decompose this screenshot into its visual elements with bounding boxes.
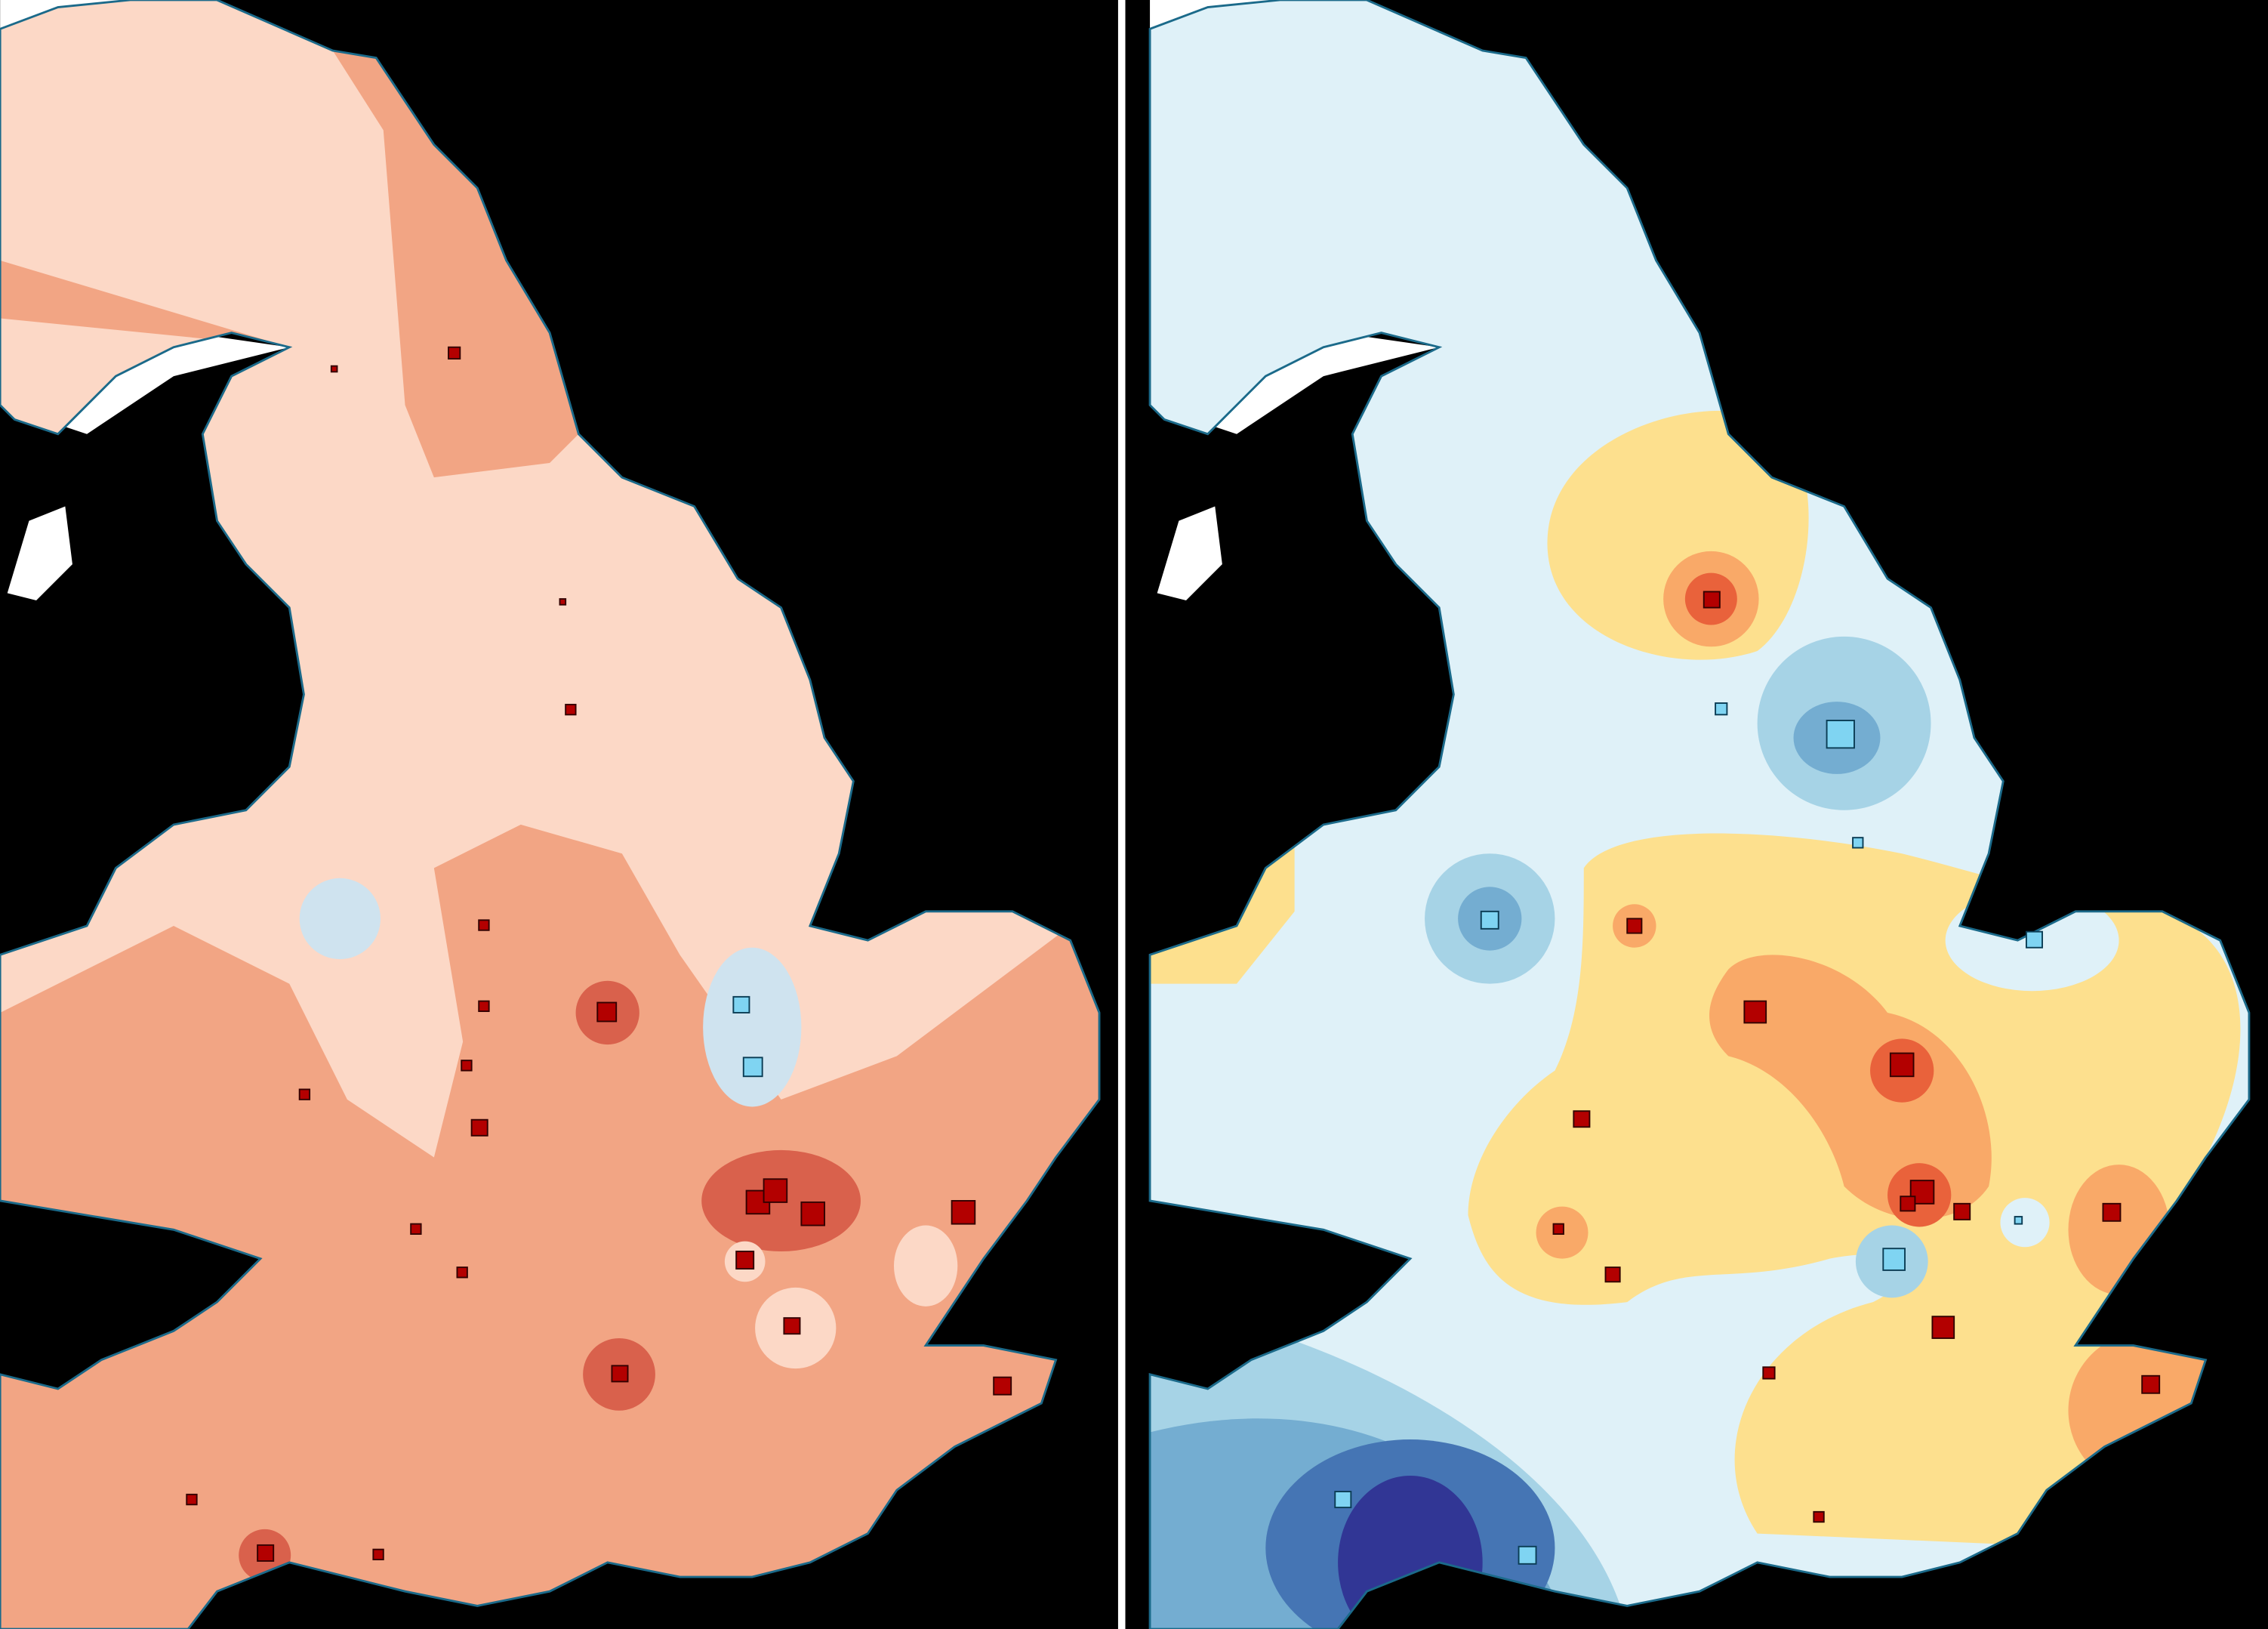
sites: [186, 346, 1012, 1562]
site: [1518, 1545, 1537, 1565]
site: [800, 1201, 826, 1226]
site: [1852, 837, 1864, 849]
site: [742, 1057, 763, 1078]
site: [596, 1001, 618, 1023]
site: [1552, 1223, 1564, 1235]
site: [448, 346, 461, 360]
zone-cool: [299, 878, 381, 960]
panel-divider: [1117, 0, 1126, 1629]
island: [1157, 506, 1222, 600]
site: [1953, 1202, 1971, 1220]
island: [7, 506, 72, 600]
zone-mid: [332, 51, 579, 478]
site: [478, 1000, 490, 1012]
site: [763, 1178, 788, 1203]
site: [1813, 1510, 1825, 1523]
site: [1762, 1366, 1776, 1380]
site: [1931, 1316, 1955, 1339]
zone-cool: [703, 947, 802, 1107]
site: [1889, 1052, 1915, 1078]
site: [611, 1365, 629, 1383]
site: [1626, 918, 1643, 934]
site: [1900, 1196, 1916, 1212]
site: [1703, 591, 1721, 609]
site: [330, 365, 338, 373]
site: [951, 1200, 976, 1225]
site: [1604, 1266, 1621, 1283]
zone-neutral: [2000, 1198, 2050, 1248]
site: [2102, 1202, 2122, 1222]
zone-low: [894, 1225, 958, 1307]
site: [565, 703, 577, 716]
site: [186, 1493, 198, 1506]
site: [1743, 1000, 1767, 1024]
site: [783, 1317, 801, 1335]
site: [1334, 1491, 1352, 1509]
site: [298, 1088, 311, 1100]
site: [478, 919, 490, 931]
site: [1573, 1110, 1591, 1128]
site: [559, 598, 567, 606]
site: [372, 1548, 384, 1561]
site: [456, 1266, 468, 1279]
site: [2141, 1374, 2161, 1394]
site: [732, 995, 750, 1013]
site: [1826, 720, 1855, 749]
site: [410, 1223, 422, 1235]
site: [1480, 910, 1499, 930]
site: [1715, 702, 1728, 716]
zone-mid: [0, 824, 1100, 1629]
site: [461, 1060, 473, 1072]
site: [257, 1544, 275, 1562]
site: [735, 1251, 755, 1270]
site: [993, 1376, 1012, 1396]
sites: [1334, 591, 2161, 1565]
site: [470, 1118, 488, 1137]
site: [2025, 930, 2043, 949]
site: [1882, 1248, 1906, 1271]
site: [2014, 1216, 2023, 1225]
zone-hot: [1709, 955, 1992, 1219]
